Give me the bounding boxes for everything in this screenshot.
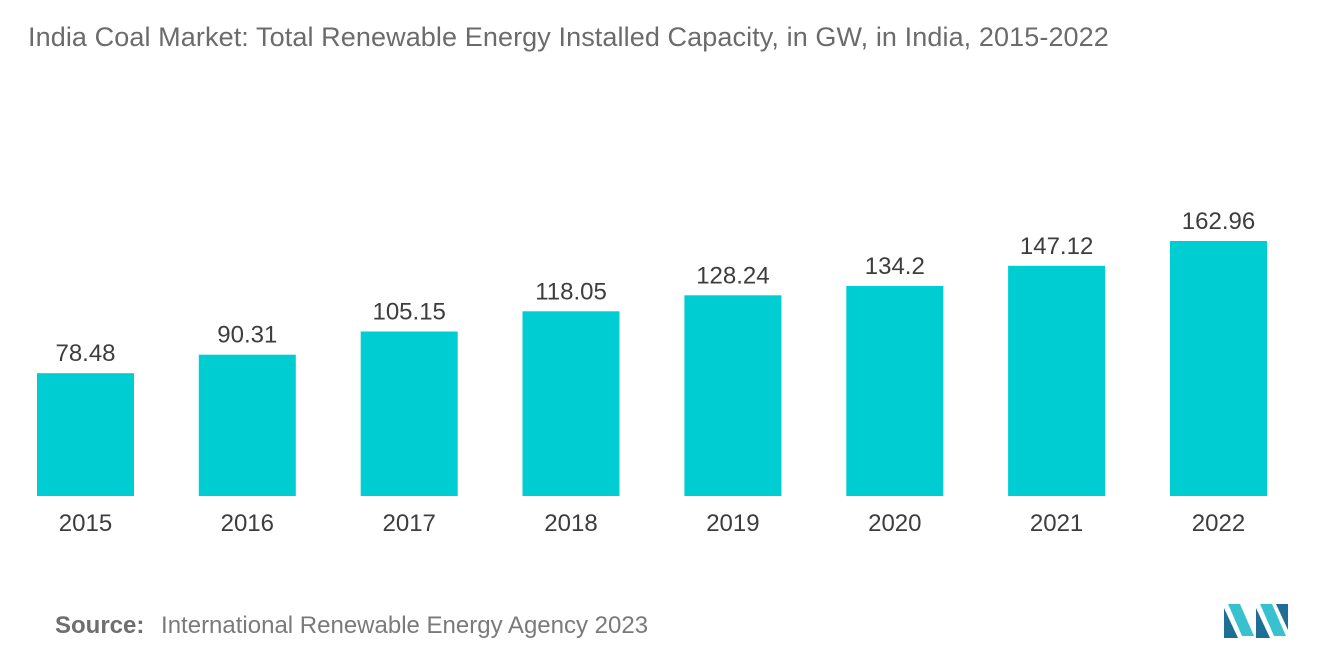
value-label-2015: 78.48: [55, 340, 115, 367]
x-tick-label-2019: 2019: [706, 510, 759, 537]
value-label-2020: 134.2: [865, 253, 925, 280]
bar-2021: [1008, 265, 1106, 496]
value-label-2022: 162.96: [1182, 208, 1255, 235]
source-label: Source:: [55, 612, 145, 639]
bars-group: [37, 241, 1267, 496]
x-tick-label-2018: 2018: [544, 510, 597, 537]
x-tick-label-2016: 2016: [221, 510, 274, 537]
source-text: International Renewable Energy Agency 20…: [161, 612, 649, 639]
value-label-2019: 128.24: [696, 262, 769, 289]
bar-2019: [684, 295, 782, 496]
bar-2015: [37, 373, 134, 496]
value-label-2016: 90.31: [217, 322, 277, 349]
value-label-2017: 105.15: [372, 299, 445, 326]
bar-2018: [522, 311, 620, 496]
x-tick-label-2021: 2021: [1030, 510, 1083, 537]
chart-title: India Coal Market: Total Renewable Energ…: [28, 22, 1109, 52]
brand-logo-icon: [1224, 604, 1288, 638]
value-label-2018: 118.05: [535, 278, 607, 305]
x-tick-labels-group: 2015 2016 2017 2018 2019 2020 2021 2022: [59, 510, 1245, 537]
bar-chart: 78.48 90.31 105.15 118.05 128.24 134.2 147.12 1…: [37, 208, 1267, 537]
value-labels-group: 78.48 90.31 105.15 118.05 128.24 134.2 147.12 1…: [55, 208, 1255, 367]
x-tick-label-2015: 2015: [59, 510, 112, 537]
value-label-2021: 147.12: [1020, 233, 1093, 260]
bar-2020: [846, 286, 944, 496]
x-tick-label-2022: 2022: [1192, 510, 1245, 537]
bar-2017: [360, 331, 458, 496]
bar-2016: [198, 354, 296, 496]
source-note: Source: International Renewable Energy A…: [55, 612, 648, 640]
x-tick-label-2017: 2017: [383, 510, 436, 537]
x-tick-label-2020: 2020: [868, 510, 921, 537]
bar-2022: [1170, 241, 1267, 496]
